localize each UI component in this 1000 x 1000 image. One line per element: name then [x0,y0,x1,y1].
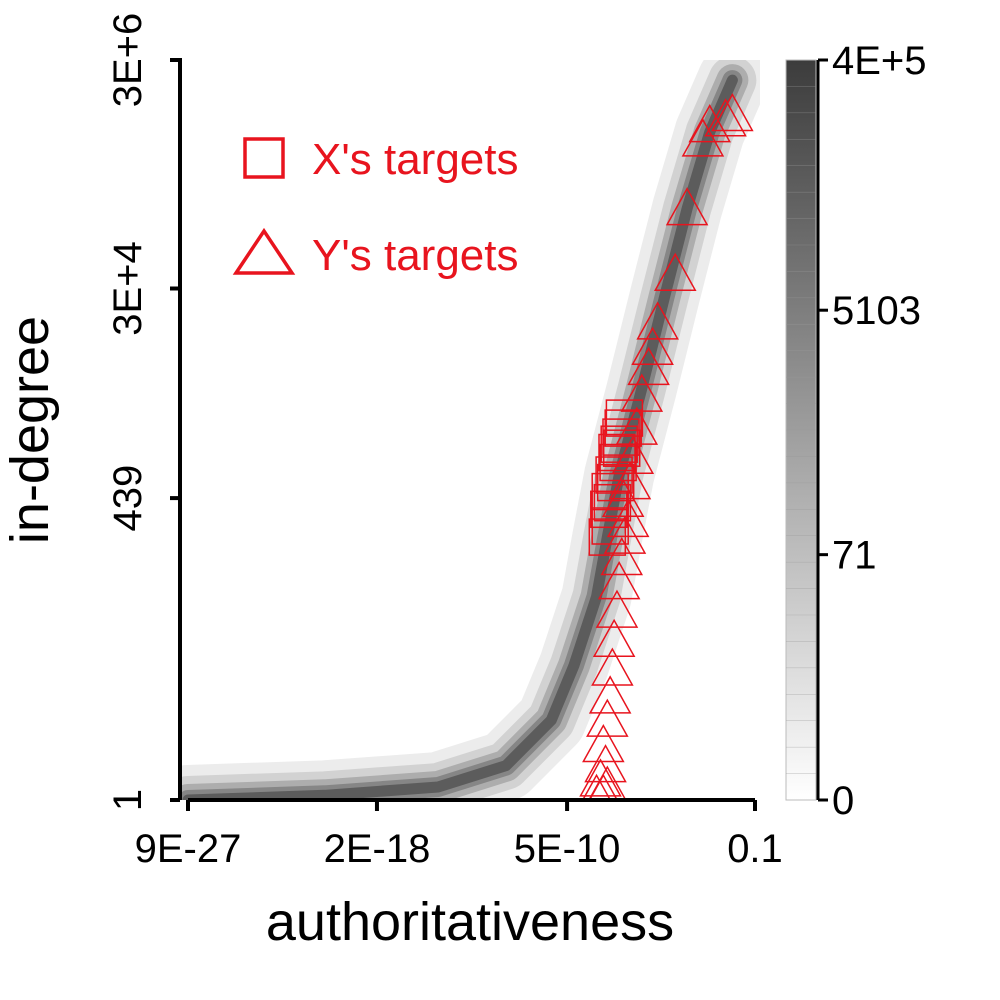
y-target-marker [586,698,629,737]
y-target-marker [600,536,644,576]
legend-label-y-targets: Y's targets [312,231,519,280]
x-target-marker [591,472,629,511]
legend-triangle-icon [232,227,296,275]
colorbar-bands [786,86,816,774]
colorbar: 0 71 5103 4E+5 [785,39,927,823]
y-target-marker [582,723,625,763]
y-target-marker [653,252,697,291]
legend-square-icon [243,137,285,179]
y-target-marker [636,301,679,340]
y-target-marker [704,98,747,137]
y-target-marker [681,118,725,157]
x-axis-title: authoritativeness [266,892,674,952]
density-cloud [180,60,760,800]
x-tick-label: 0.1 [727,827,783,871]
y-target-marker [608,461,652,500]
y-tick-label: 439 [106,465,150,532]
y-target-marker [597,561,641,600]
colorbar-ticks: 0 71 5103 4E+5 [818,39,927,823]
colorbar-tick-label: 5103 [832,289,921,333]
x-tick-label: 9E-27 [135,827,242,871]
legend-label-x-targets: X's targets [312,135,519,184]
y-target-marker [627,346,670,386]
y-target-marker [606,498,650,538]
y-target-marker [584,744,627,783]
y-target-marker [592,618,636,658]
y-target-marker [591,647,634,686]
y-target-marker [620,373,664,412]
target-markers [579,92,754,800]
y-target-marker [631,326,674,365]
y-axis-title: in-degree [0,316,60,544]
y-target-marker [581,773,612,800]
x-target-marker [596,463,635,502]
y-target-marker [615,406,659,445]
x-axis-ticks: 9E-27 2E-18 5E-10 0.1 [135,800,783,871]
y-target-marker [595,589,639,628]
y-tick-label: 1 [106,789,150,811]
y-axis-ticks: 1 439 3E+4 3E+6 [106,13,180,811]
x-target-marker [595,456,633,494]
colorbar-tick-label: 0 [832,779,854,823]
colorbar-tick-label: 4E+5 [832,39,927,83]
y-target-marker [711,92,754,132]
x-tick-label: 5E-10 [514,827,621,871]
y-target-marker [688,104,731,143]
density-band [180,60,757,800]
y-target-marker [603,515,647,554]
x-target-marker [598,433,636,472]
y-target-marker [588,675,632,714]
y-target-marker [665,187,709,226]
axes [178,58,755,802]
density-band [182,74,738,800]
y-target-marker [588,765,627,800]
y-tick-label: 3E+6 [106,13,150,108]
x-target-marker [593,483,632,522]
x-tick-label: 2E-18 [324,827,431,871]
y-tick-label: 3E+4 [106,241,150,336]
y-target-marker [611,435,655,475]
y-target-marker [579,758,622,797]
legend: X's targets Y's targets [232,135,519,280]
colorbar-tick-label: 71 [832,534,877,578]
